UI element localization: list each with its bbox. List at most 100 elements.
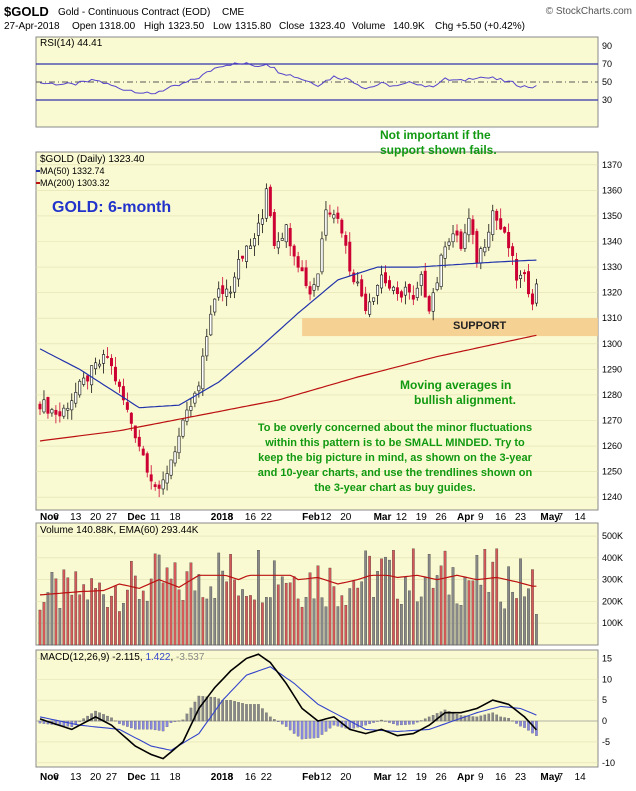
candle-body: [106, 356, 110, 358]
volume-bar: [535, 614, 538, 646]
candle-body: [376, 284, 380, 296]
volume-bar: [74, 571, 78, 646]
date-tick-label: 14: [575, 512, 587, 523]
date-tick-label: Apr: [457, 512, 474, 523]
volume-tick-label: 400K: [602, 553, 623, 563]
candle-body: [515, 258, 519, 281]
volume-label: Volume: [352, 21, 386, 32]
volume-bar: [62, 569, 66, 646]
candle-body: [161, 479, 165, 490]
date-tick-label: 2018: [211, 772, 234, 783]
macd-histogram-bar: [404, 720, 407, 725]
macd-histogram-bar: [388, 720, 391, 723]
candle-body: [86, 375, 90, 382]
volume-bar: [237, 595, 240, 646]
macd-sep1: ,: [140, 652, 146, 663]
volume-bar: [392, 550, 395, 646]
volume-bar: [523, 596, 526, 646]
volume-bar: [58, 608, 62, 646]
price-tick-label: 1350: [602, 211, 622, 221]
macd-histogram-bar: [360, 720, 363, 727]
candle-body: [407, 284, 411, 293]
price-tick-label: 1370: [602, 160, 622, 170]
macd-histogram-bar: [515, 720, 518, 724]
candle-body: [391, 286, 395, 291]
macd-series: [38, 653, 538, 760]
candle-body: [272, 212, 276, 246]
candle-body: [50, 409, 54, 414]
volume-bar: [221, 570, 225, 646]
volume-bar: [364, 550, 367, 646]
main-note-line4: and 10-year charts, and use the trendlin…: [258, 467, 533, 479]
candle-body: [328, 212, 332, 215]
volume-bar: [396, 598, 399, 646]
volume-bar: [324, 606, 328, 646]
candle-body: [455, 230, 459, 236]
candle-body: [217, 288, 221, 298]
volume-bar: [269, 597, 272, 646]
candle-body: [384, 272, 388, 284]
candle-body: [344, 235, 348, 246]
candle-body: [507, 232, 511, 249]
volume-bar: [439, 565, 443, 646]
volume-bar: [141, 590, 145, 646]
macd-histogram-bar: [177, 720, 181, 722]
volume-bar: [408, 590, 411, 646]
rsi-tick-label: 30: [602, 95, 612, 105]
volume-bar: [519, 558, 522, 646]
candle-body: [324, 209, 328, 236]
volume-bar: [451, 567, 455, 646]
candle-body: [419, 274, 423, 286]
main-note: To be overly concerned about the minor f…: [258, 422, 533, 494]
candle-body: [360, 279, 364, 297]
candle-body: [229, 291, 233, 294]
symbol-text: $GOLD: [4, 4, 49, 19]
date-tick-label: 12: [320, 772, 332, 783]
macd-panel: 15 10 5 0 -5 -10 MACD(12,26,9) -2.115, 1.422,…: [35, 649, 615, 768]
price-tick-label: 1330: [602, 262, 622, 272]
volume-bar: [78, 594, 82, 646]
date-tick-label: May: [540, 772, 560, 783]
macd-histogram-bar: [153, 720, 157, 731]
macd-histogram-bar: [451, 712, 455, 722]
price-tick-label: 1320: [602, 288, 622, 298]
volume-bar: [499, 601, 503, 646]
volume-bar: [102, 594, 105, 646]
candle-body: [237, 259, 241, 280]
volume-bar: [106, 607, 109, 646]
note-top-line1: Not important if the: [380, 128, 491, 142]
candle-body: [145, 453, 149, 473]
volume-bar: [185, 571, 189, 646]
volume-bar: [253, 599, 256, 646]
macd-sep2: ,: [170, 652, 176, 663]
volume-bar: [54, 578, 58, 646]
candle-body: [399, 291, 403, 298]
candle-body: [113, 366, 117, 382]
macd-histogram-bar: [455, 713, 459, 722]
volume-ema-line: [39, 574, 537, 596]
candle-body: [491, 210, 495, 235]
volume-bar: [332, 586, 336, 646]
volume-bar: [181, 600, 185, 646]
volume-bar: [288, 582, 292, 646]
macd-histogram-bar: [161, 720, 165, 732]
rsi-line: [39, 62, 537, 95]
macd-histogram-bar: [90, 713, 93, 722]
volume-bar: [459, 605, 463, 646]
date-tick-label: 18: [169, 512, 181, 523]
macd-histogram-bar: [261, 708, 264, 722]
date-tick-label: 14: [575, 772, 587, 783]
support-zone: [302, 318, 598, 337]
macd-histogram-bar: [66, 720, 70, 727]
date-tick-label: 8: [228, 772, 234, 783]
candle-body: [185, 409, 189, 422]
macd-histogram-bar: [384, 720, 387, 722]
volume-bar: [527, 588, 530, 646]
candle-body: [499, 218, 503, 230]
candle-body: [459, 231, 463, 249]
candle-body: [189, 406, 193, 411]
date-tick-label: Apr: [457, 772, 474, 783]
macd-histogram-bar: [392, 720, 395, 725]
date-tick-label: 7: [557, 512, 563, 523]
macd-histogram-bar: [296, 720, 300, 737]
